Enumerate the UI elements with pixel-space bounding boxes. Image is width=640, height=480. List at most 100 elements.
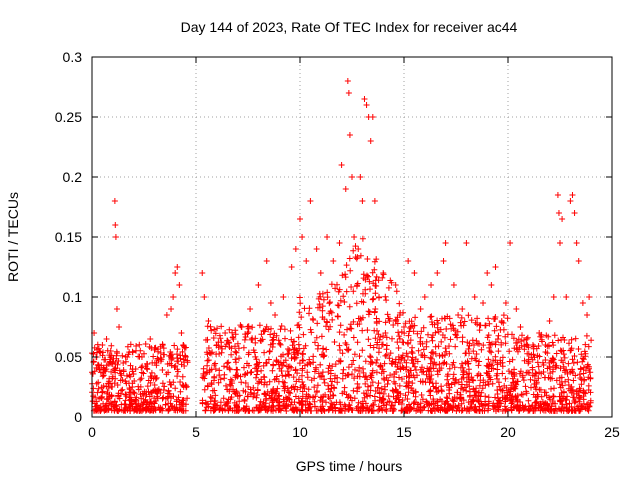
data-point (168, 306, 175, 312)
x-tick-label: 5 (192, 424, 200, 440)
data-point (330, 258, 337, 264)
data-point (557, 240, 563, 246)
data-point (555, 210, 562, 216)
x-tick-label: 15 (396, 424, 412, 440)
data-point (126, 372, 133, 378)
x-tick-label: 10 (292, 424, 308, 440)
data-point (138, 354, 145, 360)
y-tick-label: 0.25 (55, 109, 82, 125)
data-point (442, 240, 449, 246)
data-point (536, 330, 543, 336)
data-point (112, 222, 119, 228)
data-point (428, 282, 435, 288)
data-point (201, 294, 208, 300)
data-point (222, 330, 229, 336)
data-point (571, 210, 578, 216)
tick-labels: 0 5 10 15 20 25 0 0.05 0.1 0.15 0.2 0.25 0.3 (55, 49, 620, 440)
data-point (369, 114, 376, 120)
x-tick-label: 0 (88, 424, 96, 440)
data-point (163, 312, 170, 318)
data-point (280, 294, 287, 300)
data-point (492, 264, 499, 270)
dense-point-cloud (89, 235, 595, 414)
data-point (349, 174, 355, 180)
data-point (459, 306, 466, 312)
data-point (371, 198, 378, 204)
data-point (488, 282, 495, 288)
x-tick-label: 20 (500, 424, 516, 440)
data-point (584, 312, 591, 318)
data-point (172, 270, 179, 276)
y-tick-label: 0.15 (55, 229, 82, 245)
data-point (113, 306, 120, 312)
data-point (112, 234, 119, 240)
data-point (502, 300, 509, 306)
data-point (567, 198, 574, 204)
y-tick-label: 0.05 (55, 349, 82, 365)
data-point (351, 234, 358, 240)
data-point (357, 174, 364, 180)
data-point (507, 240, 514, 246)
y-tick-label: 0.2 (63, 169, 83, 185)
data-point (484, 270, 491, 276)
data-point (542, 342, 549, 348)
data-point (575, 258, 582, 264)
data-point (396, 312, 403, 318)
data-point (153, 360, 160, 366)
data-point (405, 258, 412, 264)
data-point (440, 258, 447, 264)
data-point (303, 258, 310, 264)
data-point (213, 342, 220, 348)
data-point (523, 336, 530, 342)
data-point (417, 306, 424, 312)
data-point (471, 294, 478, 300)
data-point (174, 264, 181, 270)
data-point (255, 282, 262, 288)
data-point (307, 198, 314, 204)
data-point (116, 324, 123, 330)
data-point (292, 246, 299, 252)
axis-ticks (91, 56, 613, 418)
data-point (132, 366, 139, 372)
data-point (345, 90, 352, 96)
y-axis-label: ROTI / TECUs (5, 192, 21, 282)
data-point (272, 312, 279, 318)
data-point (554, 192, 561, 198)
data-point (450, 282, 457, 288)
data-point (569, 192, 576, 198)
data-point (238, 324, 245, 330)
data-point (480, 300, 487, 306)
data-point (147, 336, 154, 342)
data-point (299, 234, 306, 240)
data-point (297, 216, 303, 222)
data-point (517, 324, 524, 330)
data-point (338, 162, 345, 168)
data-point (247, 306, 254, 312)
x-tick-label: 25 (604, 424, 620, 440)
data-point (546, 318, 553, 324)
data-point (392, 282, 399, 288)
data-point (230, 336, 237, 342)
y-tick-label: 0.1 (63, 289, 83, 305)
data-point (159, 342, 166, 348)
x-axis-label: GPS time / hours (296, 458, 403, 474)
data-point (324, 234, 331, 240)
data-point (376, 294, 383, 300)
data-point (359, 198, 366, 204)
data-point (288, 264, 295, 270)
data-point (263, 258, 270, 264)
data-point (434, 270, 441, 276)
data-point (386, 318, 393, 324)
data-point (170, 294, 177, 300)
data-point (563, 294, 570, 300)
y-tick-label: 0.3 (63, 49, 83, 65)
data-point (586, 294, 593, 300)
data-point (346, 132, 353, 138)
data-point (361, 96, 368, 102)
data-points-dense (89, 235, 595, 414)
data-point (103, 336, 110, 342)
data-point (317, 270, 324, 276)
data-point (313, 246, 320, 252)
data-point (111, 198, 118, 204)
